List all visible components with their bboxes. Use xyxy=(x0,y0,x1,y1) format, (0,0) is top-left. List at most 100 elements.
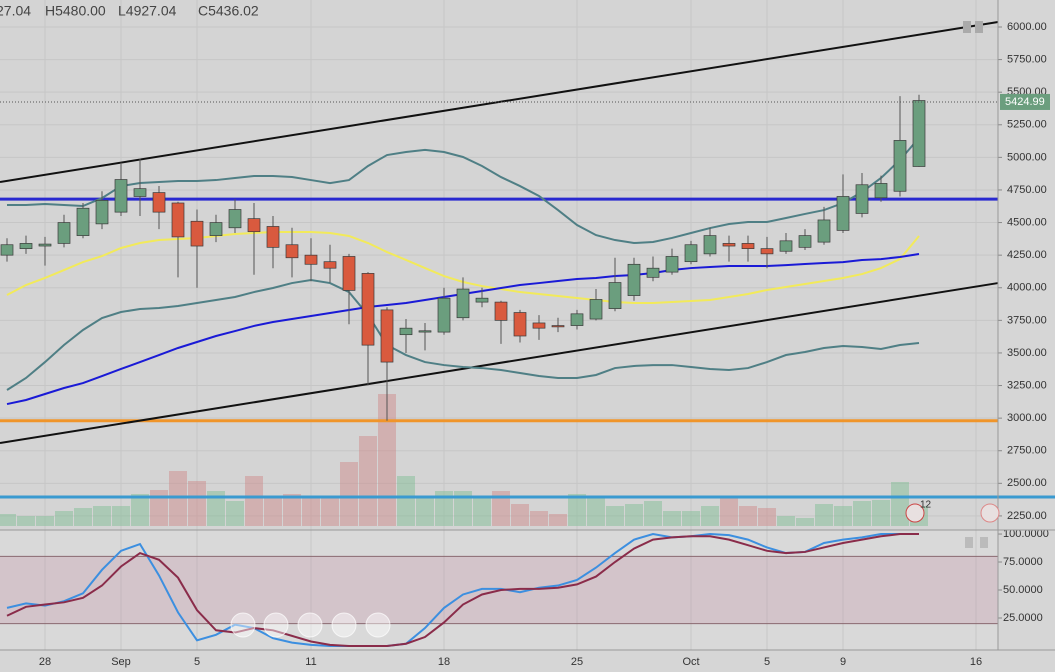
y-tick-label: 25.0000 xyxy=(1003,612,1043,624)
candle-body xyxy=(342,256,356,291)
nav-button[interactable] xyxy=(230,612,256,638)
volume-bar xyxy=(872,500,890,526)
volume-bar xyxy=(397,476,415,526)
candle-body xyxy=(456,288,470,319)
candle-body xyxy=(817,219,831,243)
volume-bar xyxy=(340,462,358,526)
y-tick-label: 2750.00 xyxy=(1007,445,1047,457)
volume-bar xyxy=(207,491,225,526)
volume-bar xyxy=(283,494,301,526)
main-pane xyxy=(0,0,998,530)
header-low: L4927.04 xyxy=(118,3,177,19)
volume-bar xyxy=(530,511,548,526)
volume-bar xyxy=(93,506,111,526)
y-tick-label: 5000.00 xyxy=(1007,151,1047,163)
volume-bar xyxy=(644,501,662,526)
stoch-line xyxy=(6,533,919,647)
volume-bar xyxy=(815,504,833,526)
volume-bar xyxy=(226,501,244,526)
candle-body xyxy=(285,244,299,259)
pane-icon[interactable] xyxy=(965,537,973,548)
y-tick-label: 4250.00 xyxy=(1007,249,1047,261)
y-tick-label: 4750.00 xyxy=(1007,184,1047,196)
volume-bar xyxy=(682,511,700,526)
last-price-label: 5424.99 xyxy=(1005,96,1045,108)
candle-body xyxy=(855,184,869,214)
candle-body xyxy=(836,196,850,231)
volume-bar xyxy=(834,506,852,526)
candle-body xyxy=(627,263,641,296)
y-tick-label: 4500.00 xyxy=(1007,216,1047,228)
nav-button[interactable] xyxy=(263,612,289,638)
pane-icon[interactable] xyxy=(963,21,971,33)
y-tick-label: 5250.00 xyxy=(1007,119,1047,131)
volume-bar xyxy=(302,496,320,526)
volume-bar xyxy=(796,518,814,526)
y-tick-label: 2250.00 xyxy=(1007,510,1047,522)
y-tick-label: 100.0000 xyxy=(1003,528,1049,540)
candle-body xyxy=(399,327,413,336)
candle-body xyxy=(798,235,812,248)
volume-bar xyxy=(587,498,605,526)
candle-body xyxy=(95,200,109,225)
candle-body xyxy=(437,297,451,333)
event-icon[interactable] xyxy=(905,503,925,523)
candle-body xyxy=(247,218,261,233)
candle-body xyxy=(475,297,489,303)
nav-button[interactable] xyxy=(297,612,323,638)
volume-bar xyxy=(739,506,757,526)
y-tick-label: 4000.00 xyxy=(1007,282,1047,294)
stoch-line xyxy=(6,533,919,647)
x-tick-label: 16 xyxy=(970,656,982,668)
event-icon[interactable] xyxy=(980,503,1000,523)
candle-body xyxy=(684,244,698,263)
candle-body xyxy=(190,220,204,247)
candle-body xyxy=(323,261,337,269)
volume-bar xyxy=(112,506,130,526)
nav-button[interactable] xyxy=(365,612,391,638)
trendline xyxy=(0,282,999,445)
candle-body xyxy=(912,100,926,167)
candle-body xyxy=(665,256,679,273)
pane-icon[interactable] xyxy=(975,21,983,33)
volume-bar xyxy=(492,491,510,526)
volume-bar xyxy=(0,514,16,526)
candle-body xyxy=(171,202,185,238)
volume-bar xyxy=(720,498,738,526)
volume-bar xyxy=(511,504,529,526)
candle-body xyxy=(418,330,432,333)
volume-bar xyxy=(17,516,35,526)
y-tick-label: 2500.00 xyxy=(1007,477,1047,489)
y-tick-label: 50.0000 xyxy=(1003,584,1043,596)
overlay-line xyxy=(7,137,920,245)
x-tick-label: 11 xyxy=(305,656,316,668)
candle-body xyxy=(893,140,907,192)
x-tick-label: 18 xyxy=(438,656,450,668)
candle-body xyxy=(589,299,603,320)
y-tick-label: 3500.00 xyxy=(1007,347,1047,359)
header-open: 27.04 xyxy=(0,3,31,19)
candle-body xyxy=(361,273,375,346)
volume-bar xyxy=(188,481,206,526)
volume-bar xyxy=(378,394,396,526)
candle-body xyxy=(551,325,565,328)
candle-body xyxy=(304,254,318,265)
x-tick-label: 5 xyxy=(764,656,770,668)
candle-body xyxy=(722,243,736,247)
x-tick-label: 9 xyxy=(840,656,846,668)
candle-body xyxy=(646,267,660,278)
nav-button[interactable] xyxy=(331,612,357,638)
x-tick-label: Oct xyxy=(682,656,699,668)
volume-bar xyxy=(321,498,339,526)
pane-icon[interactable] xyxy=(980,537,988,548)
volume-bar xyxy=(150,490,168,526)
volume-bar xyxy=(758,508,776,526)
candle-body xyxy=(760,248,774,255)
volume-bar xyxy=(853,501,871,526)
volume-bar xyxy=(891,482,909,526)
y-tick-label: 3750.00 xyxy=(1007,314,1047,326)
volume-bar xyxy=(606,506,624,526)
header-high: H5480.00 xyxy=(45,3,106,19)
